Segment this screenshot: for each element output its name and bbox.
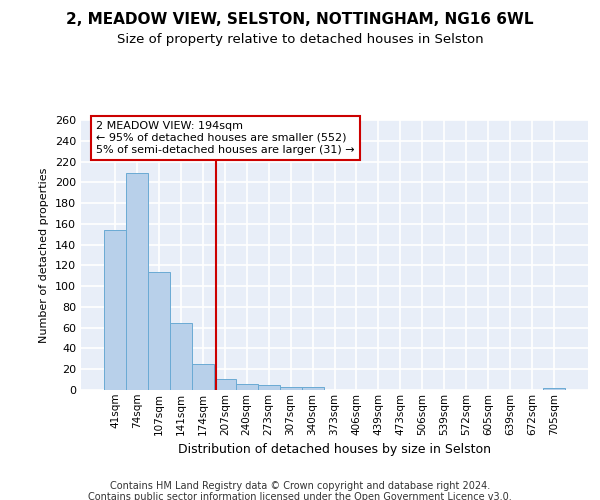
Bar	[192, 364, 214, 390]
Bar	[170, 322, 192, 390]
Text: 2 MEADOW VIEW: 194sqm
← 95% of detached houses are smaller (552)
5% of semi-deta: 2 MEADOW VIEW: 194sqm ← 95% of detached …	[96, 122, 355, 154]
Text: Contains public sector information licensed under the Open Government Licence v3: Contains public sector information licen…	[88, 492, 512, 500]
Bar	[236, 384, 257, 390]
Y-axis label: Number of detached properties: Number of detached properties	[40, 168, 49, 342]
Bar	[257, 385, 280, 390]
Bar	[214, 378, 236, 390]
Bar	[302, 387, 323, 390]
Bar	[126, 173, 148, 390]
Bar	[104, 230, 126, 390]
Text: 2, MEADOW VIEW, SELSTON, NOTTINGHAM, NG16 6WL: 2, MEADOW VIEW, SELSTON, NOTTINGHAM, NG1…	[66, 12, 534, 28]
X-axis label: Distribution of detached houses by size in Selston: Distribution of detached houses by size …	[178, 443, 491, 456]
Text: Size of property relative to detached houses in Selston: Size of property relative to detached ho…	[116, 34, 484, 46]
Bar	[280, 387, 302, 390]
Bar	[148, 272, 170, 390]
Text: Contains HM Land Registry data © Crown copyright and database right 2024.: Contains HM Land Registry data © Crown c…	[110, 481, 490, 491]
Bar	[543, 388, 565, 390]
